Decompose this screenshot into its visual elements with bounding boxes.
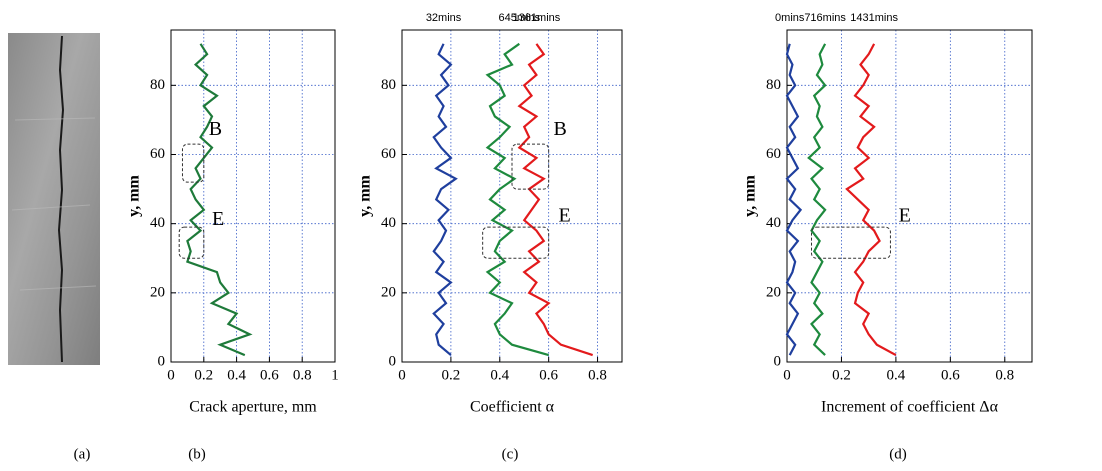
x-tick-label: 0.2 — [194, 367, 213, 383]
series-label: 716mins — [804, 12, 846, 24]
plot-frame — [170, 29, 336, 363]
annotation-box — [511, 143, 550, 190]
x-tick-label: 1 — [331, 367, 339, 383]
y-tick-label: 40 — [381, 215, 396, 231]
panel-label: (a) — [74, 446, 91, 462]
x-tick-label: 0.4 — [490, 367, 509, 383]
annotation-box — [178, 226, 205, 259]
series-label: 0mins — [775, 12, 805, 24]
data-line — [845, 43, 897, 357]
x-tick-label: 0.6 — [260, 367, 279, 383]
x-tick-label: 0.2 — [832, 367, 851, 383]
series-label: 645mins — [499, 12, 541, 24]
annotation-box — [811, 226, 891, 259]
panel-label: (d) — [889, 446, 907, 462]
panel-label: (b) — [188, 446, 206, 462]
annotation-label: B — [554, 118, 567, 140]
x-axis-label: Increment of coefficient Δα — [821, 399, 999, 416]
data-line — [517, 43, 594, 357]
y-tick-label: 80 — [150, 77, 165, 93]
series-label: 1361mins — [513, 12, 561, 24]
series-label: 1431mins — [850, 12, 898, 24]
x-tick-label: 0.2 — [442, 367, 461, 383]
y-tick-label: 20 — [766, 284, 781, 300]
crack-image — [8, 33, 100, 365]
data-line — [807, 43, 827, 356]
x-tick-label: 0.4 — [887, 367, 906, 383]
plot-frame — [786, 29, 1033, 363]
annotation-label: E — [212, 208, 224, 230]
series-label: 32mins — [426, 12, 462, 24]
x-tick-label: 0 — [167, 367, 175, 383]
annotation-label: E — [558, 204, 570, 226]
y-tick-label: 0 — [389, 353, 397, 369]
x-axis-label: Coefficient α — [470, 399, 555, 416]
y-tick-label: 20 — [381, 284, 396, 300]
x-tick-label: 0.8 — [588, 367, 607, 383]
x-tick-label: 0.8 — [995, 367, 1014, 383]
y-tick-label: 0 — [774, 353, 782, 369]
annotation-label: E — [899, 204, 911, 226]
y-tick-label: 0 — [158, 353, 166, 369]
y-tick-label: 80 — [381, 77, 396, 93]
plot-frame — [401, 29, 623, 363]
annotation-label: B — [209, 118, 222, 140]
y-tick-label: 20 — [150, 284, 165, 300]
y-tick-label: 40 — [150, 215, 165, 231]
x-tick-label: 0 — [783, 367, 791, 383]
y-axis-label: y, mm — [126, 174, 143, 216]
x-tick-label: 0.8 — [293, 367, 312, 383]
y-tick-label: 60 — [150, 146, 165, 162]
x-tick-label: 0.4 — [227, 367, 246, 383]
annotation-box — [181, 143, 205, 183]
x-tick-label: 0 — [398, 367, 406, 383]
y-tick-label: 60 — [381, 146, 396, 162]
x-tick-label: 0.6 — [941, 367, 960, 383]
annotation-box — [482, 226, 550, 259]
data-line — [186, 43, 253, 357]
y-axis-label: y, mm — [357, 174, 374, 216]
data-line — [785, 43, 803, 356]
y-axis-label: y, mm — [742, 174, 759, 216]
y-tick-label: 80 — [766, 77, 781, 93]
data-line — [485, 42, 549, 357]
panel-label: (c) — [502, 446, 519, 462]
x-axis-label: Crack aperture, mm — [189, 399, 317, 416]
data-line — [432, 43, 458, 356]
y-tick-label: 60 — [766, 146, 781, 162]
y-tick-label: 40 — [766, 215, 781, 231]
x-tick-label: 0.6 — [539, 367, 558, 383]
